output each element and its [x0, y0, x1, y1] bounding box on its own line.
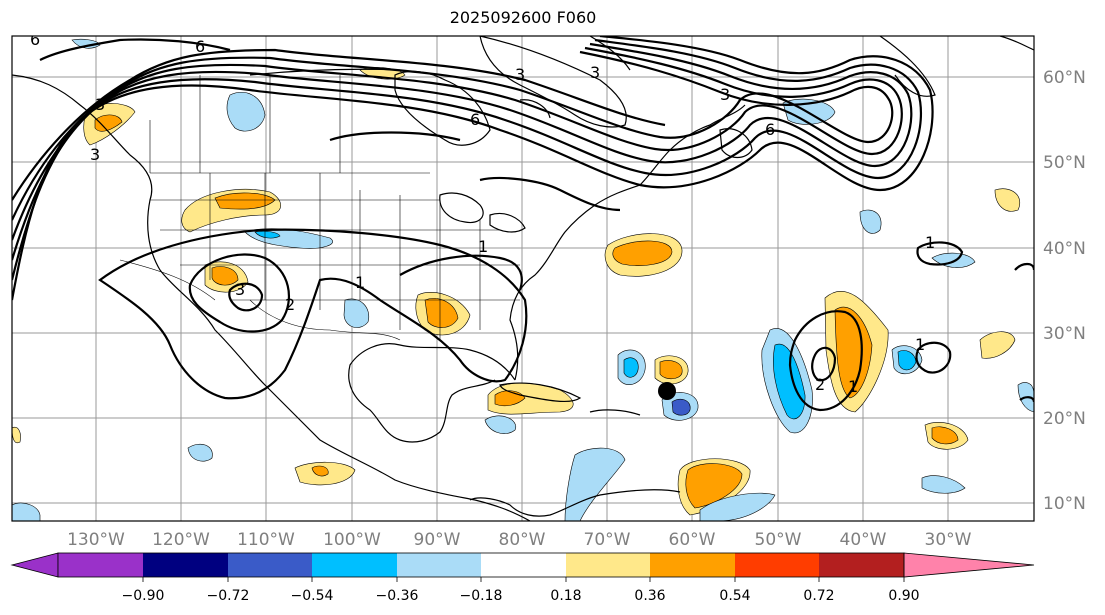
colorbar-segment	[650, 553, 735, 577]
contour-label: 6	[765, 120, 775, 139]
height-contours	[12, 36, 1034, 412]
lat-label-60n: 60°N	[1043, 68, 1086, 88]
colorbar-label: 0.90	[888, 588, 919, 604]
colorbar-segment	[481, 553, 566, 577]
contour-label: 1	[925, 233, 935, 252]
contour-label: 1	[848, 377, 858, 396]
contour-label: 1	[355, 273, 365, 292]
colorbar-label: −0.18	[460, 588, 503, 604]
storm-center-marker	[658, 382, 676, 400]
colorbar-label: 0.36	[634, 588, 665, 604]
contour-label: 6	[195, 37, 205, 56]
contour-label: 3	[590, 63, 600, 82]
shaded-anomalies	[12, 38, 1034, 521]
lon-label-100w: 100°W	[323, 530, 381, 550]
contour-label: 3	[720, 85, 730, 104]
contour-label: 6	[470, 110, 480, 129]
lat-label-20n: 20°N	[1043, 409, 1086, 429]
lon-label-30w: 30°W	[925, 530, 972, 550]
colorbar-label: −0.72	[207, 588, 250, 604]
lat-label-50n: 50°N	[1043, 153, 1086, 173]
colorbar-label: 0.18	[550, 588, 581, 604]
political-borders	[119, 75, 520, 341]
lat-label-40n: 40°N	[1043, 239, 1086, 259]
colorbar-segment	[566, 553, 650, 577]
colorbar: −0.90 −0.72 −0.54 −0.36 −0.18 0.18 0.36 …	[10, 552, 1035, 604]
contour-label: 3	[95, 95, 105, 114]
colorbar-segment	[735, 553, 819, 577]
map-border	[11, 35, 1035, 522]
latitude-labels: 60°N 50°N 40°N 30°N 20°N 10°N	[1043, 68, 1086, 514]
colorbar-label: −0.36	[376, 588, 419, 604]
lon-label-60w: 60°W	[669, 530, 716, 550]
lon-label-50w: 50°W	[755, 530, 802, 550]
colorbar-ticks	[142, 577, 905, 582]
lat-label-30n: 30°N	[1043, 324, 1086, 344]
contour-label: 3	[90, 145, 100, 164]
colorbar-segment	[819, 553, 904, 577]
lon-label-90w: 90°W	[414, 530, 461, 550]
contour-label: 3	[515, 65, 525, 84]
colorbar-label: 0.54	[719, 588, 750, 604]
contour-label: 1	[478, 237, 488, 256]
lon-label-110w: 110°W	[237, 530, 295, 550]
colorbar-segment	[143, 553, 228, 577]
contour-label: 2	[815, 375, 825, 394]
map-title: 2025092600 F060	[449, 8, 597, 27]
lon-label-40w: 40°W	[840, 530, 887, 550]
longitude-labels: 130°W 120°W 110°W 100°W 90°W 80°W 70°W 6…	[67, 530, 972, 550]
colorbar-label: −0.54	[291, 588, 334, 604]
colorbar-segment	[228, 553, 312, 577]
lon-label-120w: 120°W	[152, 530, 210, 550]
colorbar-segment	[58, 553, 143, 577]
contour-label: 2	[285, 295, 295, 314]
colorbar-segment	[312, 553, 397, 577]
contour-label: 3	[235, 280, 245, 299]
colorbar-segment	[397, 553, 481, 577]
lon-label-70w: 70°W	[584, 530, 631, 550]
contour-labels: 6 6 6 6 3 3 3 3 3 1 1 1 1 1 2 2 3	[30, 30, 935, 396]
coastlines	[12, 36, 1034, 521]
colorbar-label: 0.72	[803, 588, 834, 604]
lon-label-130w: 130°W	[67, 530, 125, 550]
map-frame	[12, 36, 1034, 521]
colorbar-extend-low	[10, 552, 59, 578]
contour-label: 6	[30, 30, 40, 49]
colorbar-extend-high	[903, 552, 1035, 578]
colorbar-label: −0.90	[122, 588, 165, 604]
lon-label-80w: 80°W	[499, 530, 546, 550]
lat-label-10n: 10°N	[1043, 494, 1086, 514]
contour-label: 1	[915, 335, 925, 354]
